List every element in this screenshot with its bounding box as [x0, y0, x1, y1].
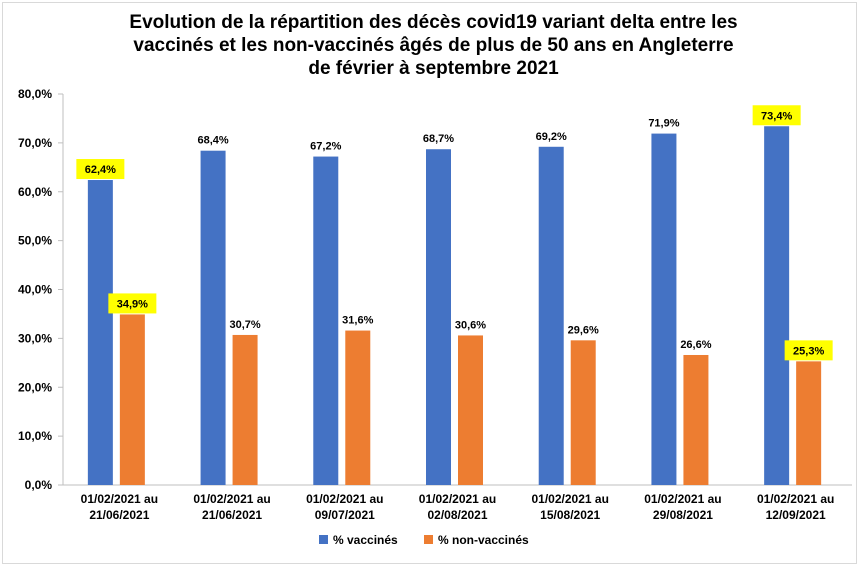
- y-tick-label: 60,0%: [18, 185, 52, 199]
- data-label-highlight: [76, 159, 125, 180]
- y-tick-label: 20,0%: [18, 380, 52, 394]
- x-category-label: 01/02/2021 au 09/07/2021: [306, 492, 383, 522]
- data-label-highlight: [108, 293, 157, 314]
- data-label-unvaccinated: 26,6%: [680, 339, 711, 351]
- bar-unvaccinated: [796, 361, 822, 485]
- chart-title: Evolution de la répartition des décès co…: [129, 12, 738, 79]
- data-label-vaccinated: 68,4%: [197, 135, 228, 147]
- x-category-label: 01/02/2021 au 12/09/2021: [757, 492, 834, 522]
- bar-vaccinated: [426, 149, 451, 485]
- data-label-vaccinated: 71,9%: [648, 118, 679, 130]
- x-category-label: 01/02/2021 au 15/08/2021: [532, 492, 609, 522]
- bar-unvaccinated: [458, 335, 483, 485]
- legend-label-vaccinated: % vaccinés: [333, 533, 398, 547]
- y-tick-label: 30,0%: [18, 331, 52, 345]
- x-category-label: 01/02/2021 au 21/06/2021: [81, 492, 158, 522]
- bar-vaccinated: [87, 180, 113, 485]
- y-tick-label: 80,0%: [18, 87, 52, 101]
- bar-unvaccinated: [232, 334, 258, 485]
- bar-vaccinated: [538, 146, 564, 485]
- y-tick-label: 10,0%: [18, 429, 52, 443]
- x-category-label: 01/02/2021 au 21/06/2021: [193, 492, 270, 522]
- data-label-highlight: [784, 340, 833, 361]
- data-label-unvaccinated: 34,9%: [117, 298, 148, 310]
- y-tick-label: 50,0%: [18, 234, 52, 248]
- bar-unvaccinated: [683, 354, 709, 485]
- data-label-unvaccinated: 29,6%: [568, 324, 599, 336]
- x-category-label: 01/02/2021 au 29/08/2021: [644, 492, 721, 522]
- data-label-unvaccinated: 25,3%: [793, 345, 824, 357]
- data-label-unvaccinated: 30,7%: [229, 319, 260, 331]
- data-label-unvaccinated: 31,6%: [342, 315, 373, 327]
- data-label-vaccinated: 68,7%: [423, 133, 454, 145]
- y-tick-label: 0,0%: [25, 478, 53, 492]
- bar-vaccinated: [764, 126, 790, 485]
- data-label-unvaccinated: 30,6%: [455, 319, 486, 331]
- bar-unvaccinated: [570, 340, 596, 485]
- bar-vaccinated: [313, 156, 339, 485]
- data-label-vaccinated: 69,2%: [536, 131, 567, 143]
- legend-swatch-unvaccinated: [424, 535, 433, 544]
- x-category-label: 01/02/2021 au 02/08/2021: [419, 492, 496, 522]
- data-label-vaccinated: 67,2%: [310, 141, 341, 153]
- y-tick-label: 70,0%: [18, 136, 52, 150]
- y-tick-label: 40,0%: [18, 283, 52, 297]
- data-label-vaccinated: 62,4%: [85, 164, 116, 176]
- data-label-vaccinated: 73,4%: [761, 110, 792, 122]
- bar-unvaccinated: [345, 330, 371, 485]
- bar-vaccinated: [200, 150, 226, 485]
- legend-label-unvaccinated: % non-vaccinés: [438, 533, 529, 547]
- bar-unvaccinated: [119, 314, 145, 485]
- data-label-highlight: [752, 105, 801, 126]
- legend-swatch-vaccinated: [319, 535, 328, 544]
- bar-vaccinated: [651, 133, 677, 485]
